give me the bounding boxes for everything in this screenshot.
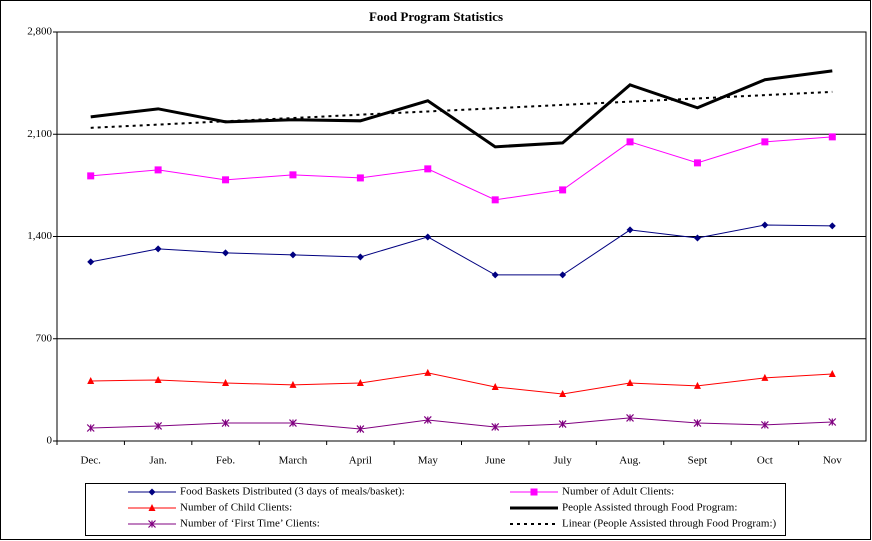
- marker: [760, 421, 769, 429]
- marker: [693, 419, 702, 427]
- marker: [154, 375, 162, 383]
- marker: [221, 419, 230, 427]
- marker: [222, 379, 230, 387]
- marker: [423, 416, 432, 424]
- marker: [693, 159, 701, 167]
- series-line: [90, 69, 833, 149]
- marker: [559, 271, 567, 279]
- legend-label: Number of ‘First Time’ Clients:: [180, 518, 320, 530]
- legend-marker: [148, 488, 156, 496]
- y-tick-label: 1,400: [27, 230, 52, 242]
- marker: [154, 422, 163, 430]
- series-line: [90, 372, 833, 395]
- marker: [626, 138, 634, 146]
- marker: [626, 413, 634, 422]
- series-line: [90, 417, 833, 430]
- marker: [761, 138, 769, 146]
- marker: [356, 174, 364, 182]
- x-tick-label: June: [485, 455, 505, 467]
- x-tick-label: Jan.: [149, 455, 167, 467]
- marker: [761, 373, 769, 381]
- y-tick-label: 2,100: [27, 128, 52, 140]
- marker: [356, 253, 364, 261]
- marker: [87, 376, 95, 384]
- marker: [559, 186, 567, 194]
- marker: [828, 418, 837, 426]
- marker: [558, 420, 567, 428]
- x-tick-label: Feb.: [216, 455, 236, 467]
- marker: [356, 425, 365, 433]
- marker: [86, 424, 95, 432]
- marker: [693, 234, 701, 242]
- legend-label: Number of Child Clients:: [180, 502, 292, 514]
- marker: [154, 166, 162, 174]
- legend-label: Number of Adult Clients:: [562, 486, 674, 498]
- legend-label: Food Baskets Distributed (3 days of meal…: [180, 486, 405, 498]
- marker: [222, 249, 230, 257]
- marker: [491, 196, 499, 204]
- legend-marker: [530, 488, 538, 496]
- marker: [154, 245, 162, 253]
- y-tick-label: 0: [47, 435, 53, 447]
- marker: [87, 172, 95, 180]
- legend-label: People Assisted through Food Program:: [562, 502, 737, 514]
- marker: [491, 423, 500, 431]
- chart-title: Food Program Statistics: [369, 9, 503, 24]
- marker: [424, 165, 432, 173]
- marker: [289, 380, 297, 388]
- marker: [626, 226, 634, 234]
- x-tick-label: Nov: [823, 455, 842, 467]
- x-tick-label: Oct: [757, 455, 773, 467]
- marker: [289, 419, 297, 427]
- marker: [491, 271, 499, 279]
- legend-marker: [148, 520, 156, 528]
- x-tick-label: April: [349, 455, 372, 467]
- x-tick-label: Dec.: [80, 455, 101, 467]
- marker: [424, 368, 432, 376]
- marker: [289, 171, 297, 179]
- marker: [289, 251, 297, 259]
- x-tick-label: July: [553, 455, 572, 467]
- marker: [828, 369, 836, 377]
- y-tick-label: 2,800: [27, 26, 52, 38]
- x-tick-label: Sept: [688, 455, 708, 467]
- series-line: [90, 90, 833, 129]
- x-tick-label: March: [279, 455, 308, 467]
- marker: [693, 381, 701, 389]
- series-line: [90, 136, 833, 201]
- y-tick-label: 700: [36, 332, 53, 344]
- legend-box: [85, 483, 786, 536]
- marker: [356, 379, 364, 387]
- legend-label: Linear (People Assisted through Food Pro…: [562, 518, 777, 530]
- x-tick-label: Aug.: [619, 455, 641, 467]
- marker: [559, 389, 567, 397]
- marker: [491, 382, 499, 390]
- marker: [222, 176, 230, 184]
- marker: [761, 221, 769, 229]
- marker: [87, 258, 95, 266]
- legend-marker: [148, 504, 156, 511]
- marker: [828, 222, 836, 230]
- marker: [828, 133, 836, 141]
- marker: [626, 379, 634, 387]
- series-line: [90, 224, 833, 276]
- x-tick-label: May: [418, 455, 439, 467]
- marker: [424, 233, 432, 241]
